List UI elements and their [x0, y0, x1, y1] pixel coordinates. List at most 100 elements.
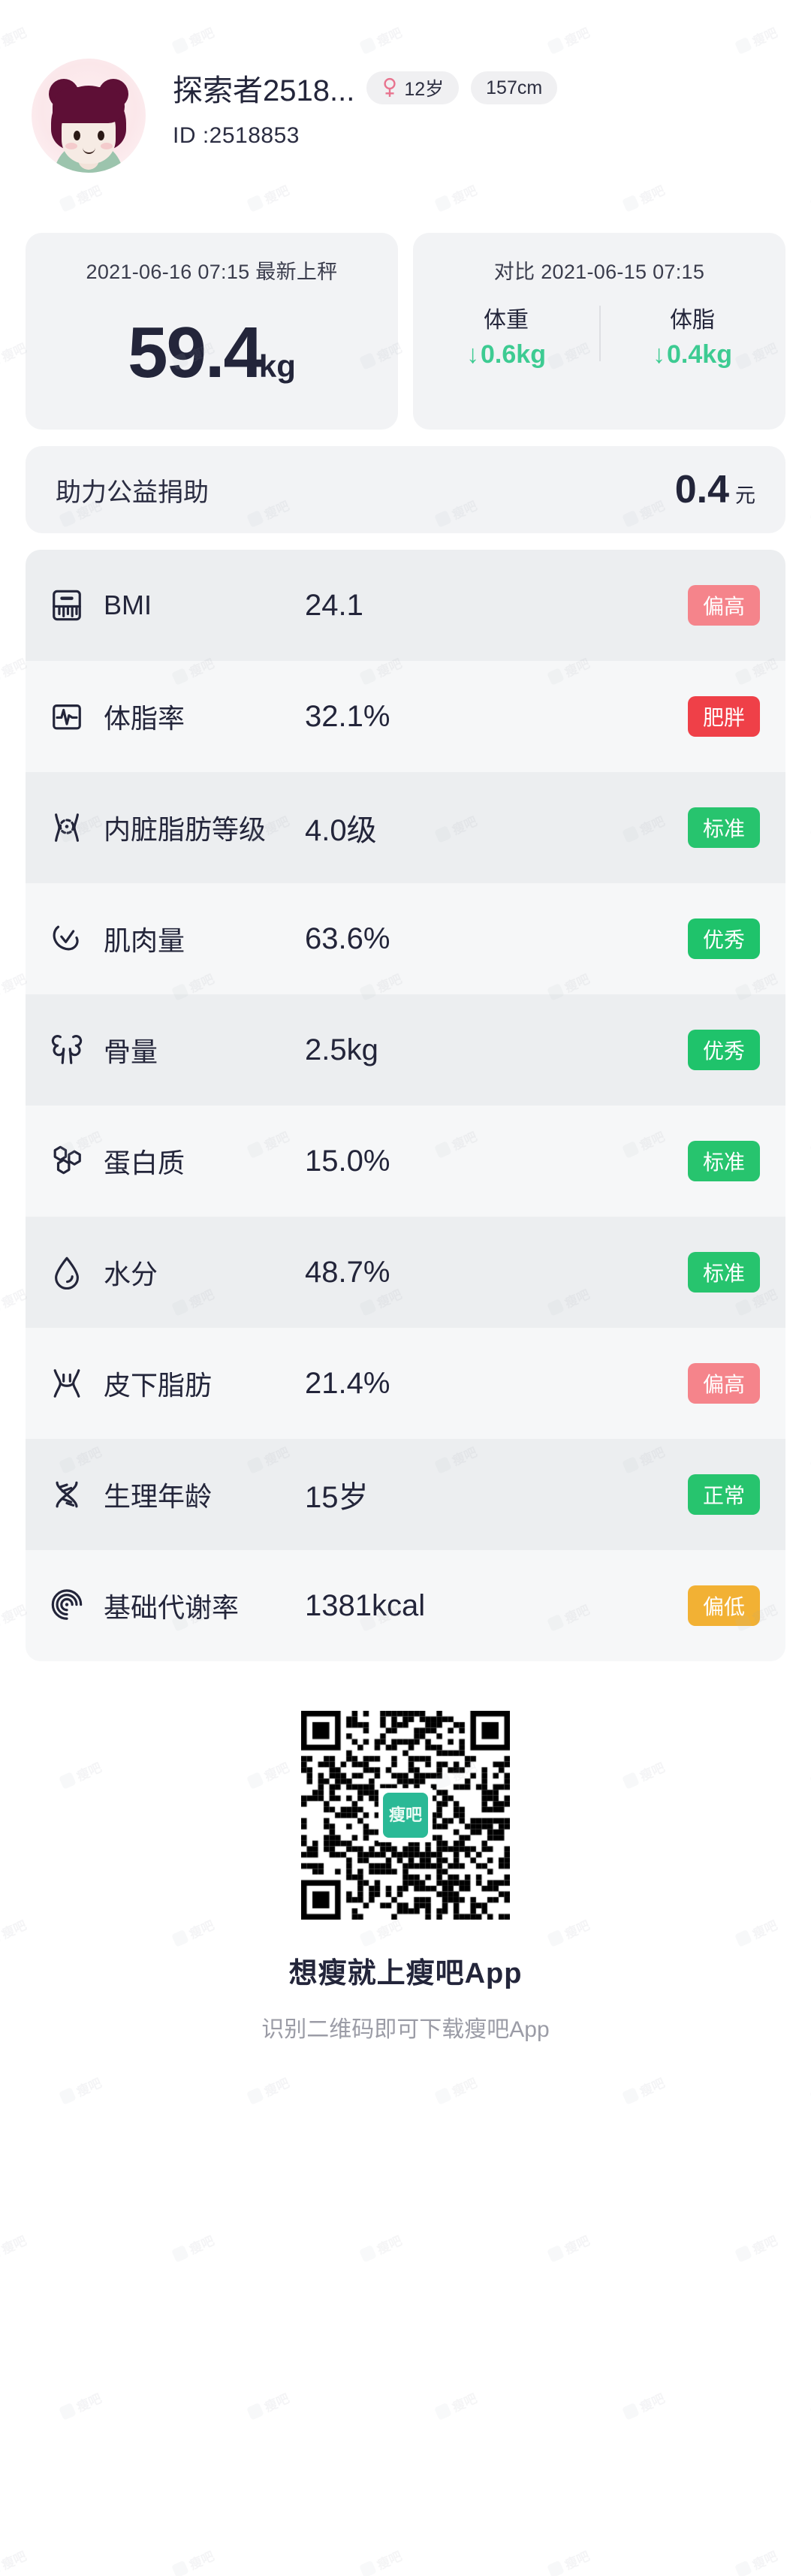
latest-weight-number: 59.4: [128, 312, 264, 393]
watermark: 瘦吧: [57, 2072, 104, 2107]
honeycomb-icon: [47, 1144, 87, 1178]
metric-row[interactable]: 骨量 2.5kg 优秀: [26, 994, 785, 1106]
donation-card[interactable]: 助力公益捐助 0.4 元: [26, 446, 785, 533]
compare-weight-delta-value: 0.6kg: [481, 340, 546, 369]
watermark-text: 瘦吧: [0, 1287, 29, 1311]
watermark: 瘦吧: [733, 2545, 779, 2576]
scale-ruler-icon: [47, 588, 87, 623]
latest-weight-title: 2021-06-16 07:15 最新上秤: [86, 261, 338, 283]
avatar[interactable]: [32, 59, 146, 173]
metric-name: 基础代谢率: [104, 1592, 240, 1623]
metric-row[interactable]: 水分 48.7% 标准: [26, 1217, 785, 1328]
status-badge: 标准: [688, 807, 760, 848]
dna-helix-icon: [47, 1477, 87, 1512]
footer-title: 想瘦就上瘦吧App: [288, 1958, 523, 1989]
status-badge: 标准: [688, 1252, 760, 1293]
status-badge: 正常: [688, 1474, 760, 1515]
watermark: 瘦吧: [808, 2387, 811, 2422]
watermark-text: 瘦吧: [450, 2391, 480, 2415]
watermark-text: 瘦吧: [0, 656, 29, 680]
status-badge: 偏低: [688, 1585, 760, 1626]
metric-row[interactable]: BMI 24.1 偏高: [26, 550, 785, 661]
donation-unit: 元: [735, 484, 755, 507]
watermark: 瘦吧: [245, 2072, 291, 2107]
avatar-eye-right: [98, 131, 104, 140]
profile-info: 探索者2518... 12岁 157cm ID :2518853: [173, 59, 781, 149]
user-id: ID :2518853: [173, 123, 300, 148]
waist-organ-icon: [47, 810, 87, 845]
profile-header: 探索者2518... 12岁 157cm ID :2518853: [0, 0, 811, 218]
pulse-square-icon: [47, 699, 87, 734]
watermark: 瘦吧: [620, 2072, 667, 2107]
age-badge: 12岁: [366, 71, 460, 104]
metabolism-icon: [47, 1588, 87, 1623]
compare-bodyfat-delta: ↓ 0.4kg: [599, 340, 785, 370]
metric-name: BMI: [104, 590, 152, 620]
summary-cards: 2021-06-16 07:15 最新上秤 59.4kg 对比 2021-06-…: [0, 233, 811, 430]
watermark: 瘦吧: [170, 2230, 216, 2264]
status-badge: 偏高: [688, 1363, 760, 1404]
latest-weight-value-row: 59.4kg: [26, 312, 398, 394]
metric-row[interactable]: 基础代谢率 1381kcal 偏低: [26, 1550, 785, 1661]
watermark-text: 瘦吧: [262, 2076, 292, 2100]
watermark-text: 瘦吧: [375, 2234, 405, 2258]
metric-row[interactable]: 蛋白质 15.0% 标准: [26, 1106, 785, 1217]
metric-row[interactable]: 生理年龄 15岁 正常: [26, 1439, 785, 1550]
metric-value: 63.6%: [305, 922, 390, 955]
metric-value: 24.1: [305, 588, 363, 622]
latest-weight-card[interactable]: 2021-06-16 07:15 最新上秤 59.4kg: [26, 233, 398, 430]
watermark: 瘦吧: [545, 2545, 592, 2576]
metric-row[interactable]: 体脂率 32.1% 肥胖: [26, 661, 785, 772]
metric-name: 骨量: [104, 1036, 158, 1067]
metric-name: 肌肉量: [104, 925, 185, 956]
watermark: 瘦吧: [57, 2387, 104, 2422]
qr-code[interactable]: 瘦吧: [301, 1711, 510, 1920]
compare-card[interactable]: 对比 2021-06-15 07:15 体重 ↓ 0.6kg 体脂 ↓ 0.4kg: [413, 233, 785, 430]
metric-row[interactable]: 皮下脂肪 21.4% 偏高: [26, 1328, 785, 1439]
watermark: 瘦吧: [170, 2545, 216, 2576]
metric-value: 1381kcal: [305, 1588, 426, 1622]
footer: 瘦吧 想瘦就上瘦吧App 识别二维码即可下载瘦吧App: [0, 1711, 811, 2044]
metric-value: 4.0级: [305, 814, 377, 847]
watermark: 瘦吧: [0, 1283, 29, 1318]
down-arrow-icon: ↓: [466, 340, 480, 369]
metric-name: 生理年龄: [104, 1481, 213, 1512]
muscle-arm-icon: [47, 922, 87, 956]
watermark-text: 瘦吧: [375, 2549, 405, 2573]
metric-row[interactable]: 内脏脂肪等级 4.0级 标准: [26, 772, 785, 883]
watermark-text: 瘦吧: [74, 2076, 104, 2100]
latest-weight-unit: kg: [258, 348, 296, 384]
watermark-text: 瘦吧: [562, 2234, 592, 2258]
watermark: 瘦吧: [0, 1599, 29, 1633]
watermark-text: 瘦吧: [638, 2391, 668, 2415]
compare-weight: 体重 ↓ 0.6kg: [413, 301, 599, 370]
metric-name: 内脏脂肪等级: [104, 814, 267, 845]
avatar-mouth: [83, 147, 95, 154]
status-badge: 标准: [688, 1141, 760, 1181]
status-badge: 优秀: [688, 1030, 760, 1070]
watermark-text: 瘦吧: [0, 1603, 29, 1627]
metric-row[interactable]: 肌肉量 63.6% 优秀: [26, 883, 785, 994]
avatar-cheek-left: [65, 143, 77, 149]
avatar-fringe: [53, 87, 125, 123]
watermark-text: 瘦吧: [187, 2549, 217, 2573]
metric-value: 32.1%: [305, 699, 390, 733]
watermark: 瘦吧: [808, 810, 811, 845]
compare-weight-label: 体重: [484, 308, 529, 333]
height-badge: 157cm: [471, 71, 558, 104]
watermark-text: 瘦吧: [562, 2549, 592, 2573]
metrics-list: BMI 24.1 偏高 体脂率 32.1% 肥胖 内脏脂肪等级 4.0级 标准 肌肉量 63.6% 优…: [26, 550, 785, 1661]
status-badge: 偏高: [688, 585, 760, 626]
nickname: 探索者2518...: [173, 74, 355, 107]
compare-title: 对比 2021-06-15 07:15: [493, 261, 705, 283]
watermark: 瘦吧: [0, 2545, 29, 2576]
watermark: 瘦吧: [357, 2230, 404, 2264]
metric-value: 2.5kg: [305, 1033, 378, 1066]
watermark-text: 瘦吧: [0, 2549, 29, 2573]
avatar-eye-left: [74, 131, 80, 140]
footer-subtitle: 识别二维码即可下载瘦吧App: [261, 2017, 550, 2042]
profile-title-row: 探索者2518... 12岁 157cm: [173, 66, 781, 110]
watermark: 瘦吧: [433, 2072, 479, 2107]
compare-values-row: 体重 ↓ 0.6kg 体脂 ↓ 0.4kg: [413, 301, 785, 370]
watermark: 瘦吧: [433, 2387, 479, 2422]
